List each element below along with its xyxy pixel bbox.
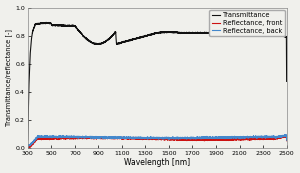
Transmittance (135, 37, 138, 39)
Reflectance, back (137, 137, 140, 139)
Transmittance (264, 34, 268, 36)
Reflectance, back (149, 136, 153, 138)
Reflectance, back (26, 145, 29, 147)
Reflectance, back (285, 139, 288, 141)
Reflectance, back (135, 136, 138, 139)
Line: Reflectance, back: Reflectance, back (28, 135, 286, 146)
Reflectance, front (26, 146, 29, 148)
Reflectance, front (26, 146, 30, 148)
Transmittance (26, 139, 29, 141)
Reflectance, back (26, 145, 30, 147)
Transmittance (285, 80, 288, 83)
Reflectance, front (135, 136, 138, 138)
Reflectance, front (214, 138, 218, 140)
Transmittance (45, 21, 48, 23)
Transmittance (277, 34, 281, 36)
Reflectance, front (277, 137, 281, 139)
Y-axis label: Transmittance/reflectance [-]: Transmittance/reflectance [-] (6, 29, 12, 126)
Reflectance, front (284, 134, 288, 136)
Reflectance, back (214, 136, 218, 138)
Transmittance (149, 34, 153, 36)
Transmittance (214, 32, 218, 34)
Line: Transmittance: Transmittance (28, 22, 286, 140)
Reflectance, front (137, 136, 140, 139)
Transmittance (137, 37, 140, 39)
Reflectance, front (264, 138, 268, 140)
X-axis label: Wavelength [nm]: Wavelength [nm] (124, 158, 190, 167)
Reflectance, front (149, 138, 153, 140)
Reflectance, back (277, 136, 281, 138)
Reflectance, back (264, 135, 268, 138)
Reflectance, back (284, 134, 287, 136)
Line: Reflectance, front: Reflectance, front (28, 135, 286, 147)
Reflectance, front (285, 140, 288, 142)
Legend: Transmittance, Reflectance, front, Reflectance, back: Transmittance, Reflectance, front, Refle… (209, 10, 285, 36)
